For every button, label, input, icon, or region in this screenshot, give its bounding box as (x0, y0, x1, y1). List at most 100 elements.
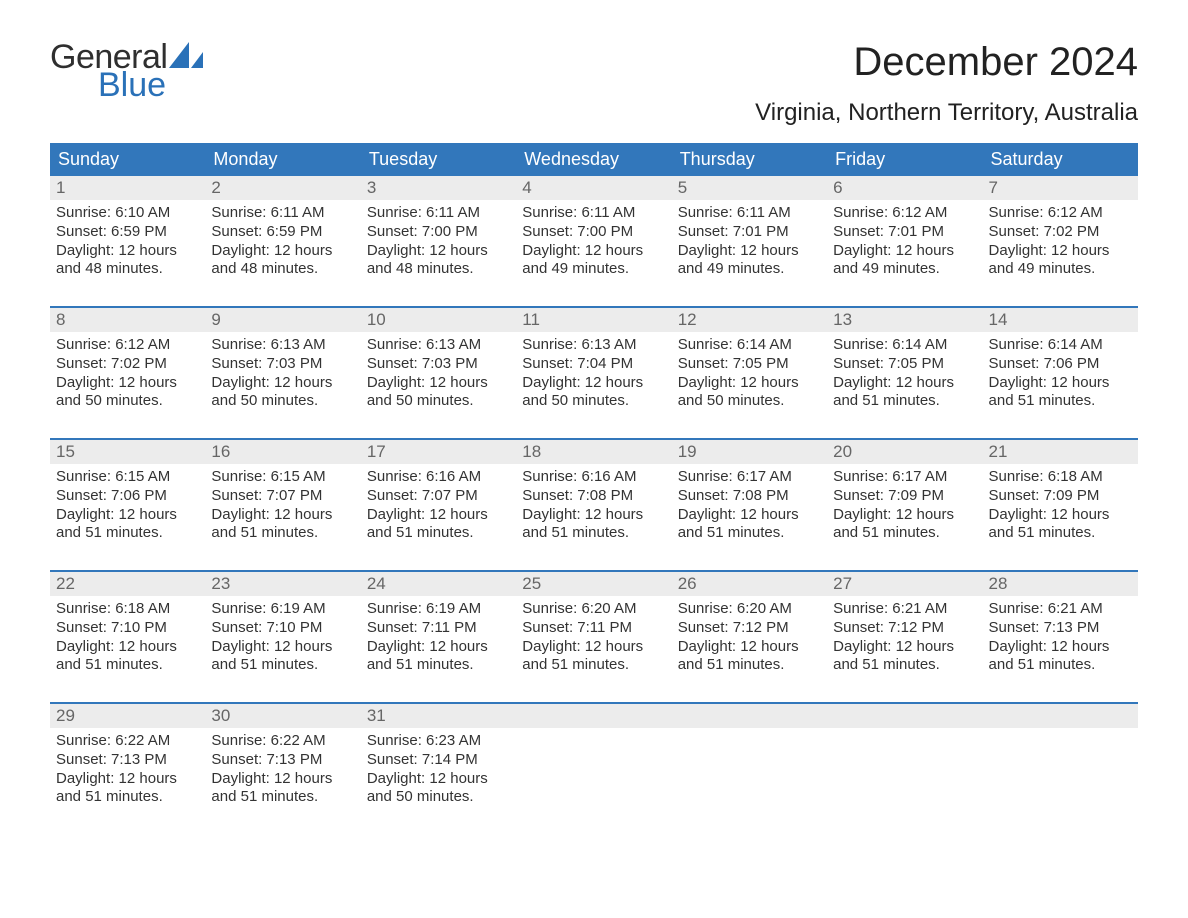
day-number: 31 (361, 704, 516, 728)
day-number: 26 (672, 572, 827, 596)
sunset-text: Sunset: 7:02 PM (989, 223, 1132, 242)
day-number: 13 (827, 308, 982, 332)
day-details: Sunrise: 6:11 AMSunset: 7:01 PMDaylight:… (672, 200, 827, 290)
daylight-text: and 51 minutes. (56, 788, 199, 807)
daylight-text: and 50 minutes. (522, 392, 665, 411)
daylight-text: Daylight: 12 hours (367, 242, 510, 261)
page-title: December 2024 (755, 40, 1138, 85)
daylight-text: Daylight: 12 hours (367, 506, 510, 525)
daylight-text: Daylight: 12 hours (367, 770, 510, 789)
sunrise-text: Sunrise: 6:11 AM (678, 204, 821, 223)
sunrise-text: Sunrise: 6:23 AM (367, 732, 510, 751)
day-details: Sunrise: 6:12 AMSunset: 7:01 PMDaylight:… (827, 200, 982, 290)
day-number: 8 (50, 308, 205, 332)
sunset-text: Sunset: 7:10 PM (56, 619, 199, 638)
dow-tuesday: Tuesday (361, 143, 516, 176)
day-details-row: Sunrise: 6:22 AMSunset: 7:13 PMDaylight:… (50, 728, 1138, 818)
daylight-text: and 51 minutes. (522, 524, 665, 543)
day-number: 14 (983, 308, 1138, 332)
sunset-text: Sunset: 7:01 PM (678, 223, 821, 242)
calendar-week: 891011121314Sunrise: 6:12 AMSunset: 7:02… (50, 306, 1138, 422)
day-number: 10 (361, 308, 516, 332)
day-details (672, 728, 827, 818)
daylight-text: and 50 minutes. (367, 392, 510, 411)
day-number: 6 (827, 176, 982, 200)
header: General Blue December 2024 Virginia, Nor… (50, 40, 1138, 127)
sunrise-text: Sunrise: 6:14 AM (678, 336, 821, 355)
day-details (516, 728, 671, 818)
daylight-text: Daylight: 12 hours (833, 242, 976, 261)
sunset-text: Sunset: 7:11 PM (522, 619, 665, 638)
day-number-row: 891011121314 (50, 308, 1138, 332)
day-details: Sunrise: 6:11 AMSunset: 6:59 PMDaylight:… (205, 200, 360, 290)
day-details (827, 728, 982, 818)
sunset-text: Sunset: 7:09 PM (989, 487, 1132, 506)
day-details: Sunrise: 6:18 AMSunset: 7:10 PMDaylight:… (50, 596, 205, 686)
day-number: 18 (516, 440, 671, 464)
daylight-text: and 49 minutes. (522, 260, 665, 279)
title-block: December 2024 Virginia, Northern Territo… (755, 40, 1138, 127)
day-number: 12 (672, 308, 827, 332)
daylight-text: Daylight: 12 hours (678, 638, 821, 657)
daylight-text: Daylight: 12 hours (833, 506, 976, 525)
day-details: Sunrise: 6:19 AMSunset: 7:11 PMDaylight:… (361, 596, 516, 686)
day-number (983, 704, 1138, 728)
day-number (827, 704, 982, 728)
day-details: Sunrise: 6:13 AMSunset: 7:04 PMDaylight:… (516, 332, 671, 422)
daylight-text: Daylight: 12 hours (56, 506, 199, 525)
sunrise-text: Sunrise: 6:22 AM (56, 732, 199, 751)
day-number-row: 293031 (50, 704, 1138, 728)
daylight-text: Daylight: 12 hours (989, 242, 1132, 261)
sunset-text: Sunset: 7:02 PM (56, 355, 199, 374)
day-details: Sunrise: 6:22 AMSunset: 7:13 PMDaylight:… (50, 728, 205, 818)
daylight-text: Daylight: 12 hours (367, 374, 510, 393)
sunset-text: Sunset: 7:09 PM (833, 487, 976, 506)
day-details-row: Sunrise: 6:12 AMSunset: 7:02 PMDaylight:… (50, 332, 1138, 422)
sunrise-text: Sunrise: 6:13 AM (522, 336, 665, 355)
day-details: Sunrise: 6:12 AMSunset: 7:02 PMDaylight:… (983, 200, 1138, 290)
sunrise-text: Sunrise: 6:19 AM (211, 600, 354, 619)
day-details: Sunrise: 6:12 AMSunset: 7:02 PMDaylight:… (50, 332, 205, 422)
day-details: Sunrise: 6:13 AMSunset: 7:03 PMDaylight:… (361, 332, 516, 422)
daylight-text: Daylight: 12 hours (56, 374, 199, 393)
sunset-text: Sunset: 7:08 PM (678, 487, 821, 506)
sunrise-text: Sunrise: 6:12 AM (989, 204, 1132, 223)
daylight-text: Daylight: 12 hours (522, 374, 665, 393)
sunset-text: Sunset: 7:05 PM (833, 355, 976, 374)
location-subtitle: Virginia, Northern Territory, Australia (755, 99, 1138, 127)
day-details: Sunrise: 6:23 AMSunset: 7:14 PMDaylight:… (361, 728, 516, 818)
sunrise-text: Sunrise: 6:20 AM (522, 600, 665, 619)
day-details: Sunrise: 6:15 AMSunset: 7:07 PMDaylight:… (205, 464, 360, 554)
daylight-text: and 50 minutes. (367, 788, 510, 807)
daylight-text: Daylight: 12 hours (989, 506, 1132, 525)
daylight-text: Daylight: 12 hours (56, 242, 199, 261)
sunset-text: Sunset: 7:13 PM (211, 751, 354, 770)
day-number: 16 (205, 440, 360, 464)
day-details: Sunrise: 6:14 AMSunset: 7:05 PMDaylight:… (672, 332, 827, 422)
daylight-text: Daylight: 12 hours (367, 638, 510, 657)
sunset-text: Sunset: 7:05 PM (678, 355, 821, 374)
calendar-week: 1234567Sunrise: 6:10 AMSunset: 6:59 PMDa… (50, 176, 1138, 290)
sunset-text: Sunset: 7:08 PM (522, 487, 665, 506)
day-number: 28 (983, 572, 1138, 596)
day-number: 19 (672, 440, 827, 464)
day-number: 30 (205, 704, 360, 728)
day-details: Sunrise: 6:17 AMSunset: 7:08 PMDaylight:… (672, 464, 827, 554)
sunset-text: Sunset: 7:03 PM (211, 355, 354, 374)
day-details: Sunrise: 6:13 AMSunset: 7:03 PMDaylight:… (205, 332, 360, 422)
day-details: Sunrise: 6:20 AMSunset: 7:12 PMDaylight:… (672, 596, 827, 686)
sunset-text: Sunset: 7:13 PM (56, 751, 199, 770)
sunset-text: Sunset: 7:07 PM (367, 487, 510, 506)
sunset-text: Sunset: 7:12 PM (833, 619, 976, 638)
sunset-text: Sunset: 7:00 PM (367, 223, 510, 242)
day-number: 17 (361, 440, 516, 464)
sunset-text: Sunset: 7:01 PM (833, 223, 976, 242)
sunrise-text: Sunrise: 6:16 AM (367, 468, 510, 487)
sunset-text: Sunset: 7:07 PM (211, 487, 354, 506)
day-number: 25 (516, 572, 671, 596)
day-details: Sunrise: 6:11 AMSunset: 7:00 PMDaylight:… (516, 200, 671, 290)
day-number (516, 704, 671, 728)
day-number (672, 704, 827, 728)
sunrise-text: Sunrise: 6:14 AM (989, 336, 1132, 355)
calendar-week: 15161718192021Sunrise: 6:15 AMSunset: 7:… (50, 438, 1138, 554)
